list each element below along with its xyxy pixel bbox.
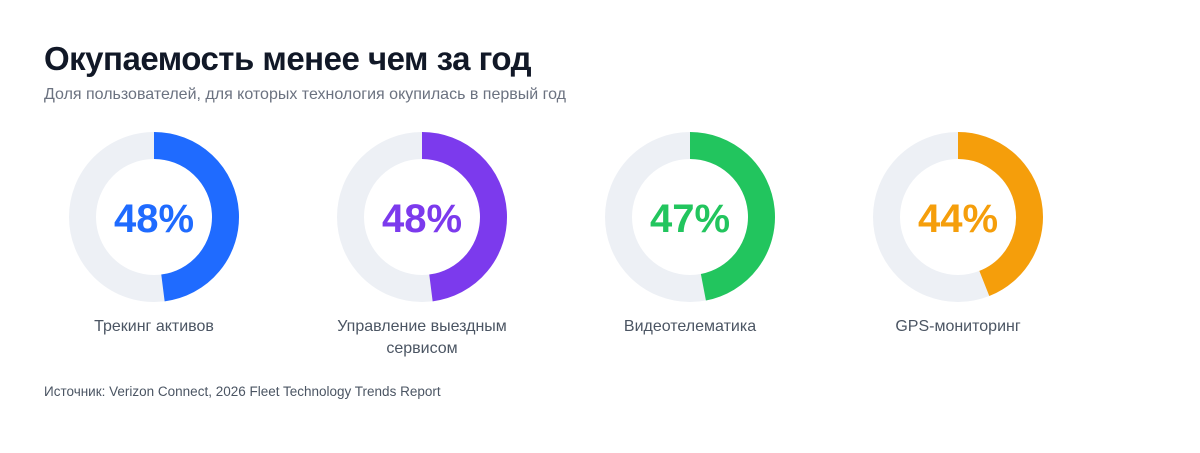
donut-label: Видеотелематика — [623, 318, 757, 335]
donut-label: Трекинг активов — [94, 318, 214, 335]
subtitle: Доля пользователей, для которых технолог… — [44, 86, 567, 103]
value-label: 48% — [114, 197, 194, 241]
donut-arc — [957, 132, 1043, 297]
donut-arc — [689, 132, 775, 301]
donut-label: GPS-мониторинг — [895, 318, 1021, 335]
value-label: 48% — [382, 197, 462, 241]
donut-arc — [153, 132, 239, 302]
source: Источник: Verizon Connect, 2026 Fleet Te… — [44, 384, 441, 399]
title: Окупаемость менее чем за год — [44, 40, 532, 77]
donut-arc — [421, 132, 507, 302]
donut-label: Управление выездным сервисом — [337, 318, 507, 357]
value-label: 47% — [650, 197, 730, 241]
value-label: 44% — [918, 197, 998, 241]
